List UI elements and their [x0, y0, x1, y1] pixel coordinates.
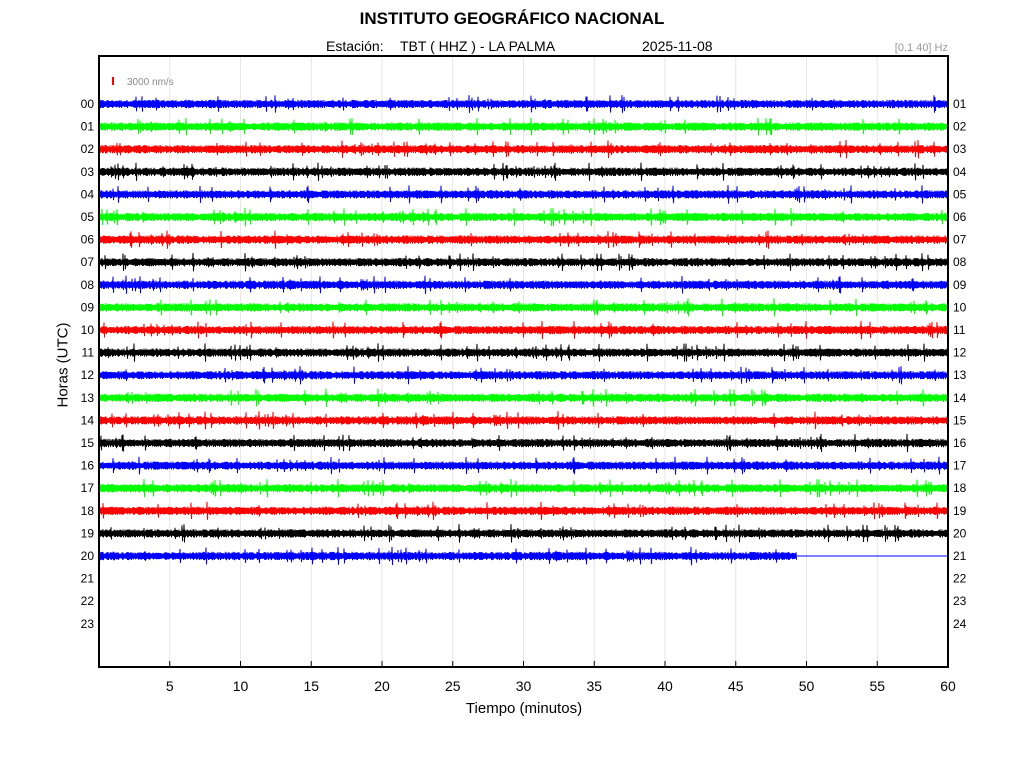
x-tick-label: 30	[516, 678, 532, 694]
hour-label-right: 12	[953, 346, 967, 360]
seismic-trace	[98, 411, 949, 430]
x-tick-label: 50	[799, 678, 815, 694]
hour-label-left: 05	[81, 210, 95, 224]
seismic-trace	[98, 456, 949, 475]
seismic-trace	[98, 298, 949, 317]
hour-label-left: 03	[81, 165, 95, 179]
x-tick-label: 35	[586, 678, 602, 694]
hour-label-right: 03	[953, 142, 967, 156]
seismic-trace	[98, 524, 949, 543]
x-tick-label: 25	[445, 678, 461, 694]
hour-label-left: 19	[81, 526, 95, 540]
hour-label-right: 01	[953, 97, 967, 111]
hour-label-right: 09	[953, 278, 967, 292]
hour-label-right: 02	[953, 120, 967, 134]
seismic-trace	[98, 139, 949, 159]
hour-label-right: 13	[953, 368, 967, 382]
seismic-trace	[98, 320, 949, 340]
x-tick-label: 55	[869, 678, 885, 694]
hour-label-right: 15	[953, 413, 967, 427]
plot-frame	[98, 55, 949, 668]
hour-label-right: 14	[953, 391, 967, 405]
hour-label-left: 12	[81, 368, 95, 382]
station-value: TBT ( HHZ ) - LA PALMA	[400, 38, 556, 54]
hour-label-right: 04	[953, 165, 967, 179]
seismic-trace	[98, 95, 949, 113]
seismic-trace	[98, 185, 949, 204]
hour-label-right: 17	[953, 459, 967, 473]
hour-label-left: 08	[81, 278, 95, 292]
x-tick-label: 15	[303, 678, 319, 694]
x-axis-label: Tiempo (minutos)	[465, 700, 583, 717]
hour-label-left: 09	[81, 300, 95, 314]
seismic-trace	[98, 433, 949, 453]
scale-label: 3000 nm/s	[127, 77, 174, 88]
chart-title: INSTITUTO GEOGRÁFICO NACIONAL	[359, 9, 665, 28]
hour-label-right: 20	[953, 526, 967, 540]
hour-label-left: 21	[81, 572, 95, 586]
seismic-trace	[98, 162, 949, 181]
hour-label-left: 13	[81, 391, 95, 405]
hour-label-left: 11	[82, 346, 95, 360]
hour-label-left: 02	[81, 142, 95, 156]
seismic-trace	[98, 207, 949, 227]
hour-label-left: 04	[81, 187, 95, 201]
hour-label-left: 15	[81, 436, 95, 450]
hour-label-right: 06	[953, 210, 967, 224]
station-label: Estación:	[326, 38, 384, 54]
seismic-trace	[98, 366, 949, 385]
hour-label-right: 05	[953, 187, 967, 201]
seismic-trace	[98, 501, 949, 520]
seismic-trace	[98, 275, 949, 295]
filter-band-label: [0.1 40] Hz	[894, 42, 948, 54]
hour-label-right: 21	[953, 549, 967, 563]
x-tick-label: 40	[657, 678, 673, 694]
seismic-trace	[98, 388, 949, 408]
seismic-trace	[98, 252, 949, 272]
hour-label-left: 06	[81, 233, 95, 247]
hour-label-left: 20	[81, 549, 95, 563]
hour-label-left: 18	[81, 504, 95, 518]
hour-label-left: 07	[81, 255, 95, 269]
hour-label-left: 22	[81, 594, 95, 608]
hour-label-left: 01	[81, 120, 95, 134]
x-tick-label: 5	[166, 678, 174, 694]
seismic-trace	[98, 478, 949, 498]
hour-label-right: 16	[953, 436, 967, 450]
hour-label-right: 10	[953, 300, 967, 314]
hour-label-right: 22	[953, 572, 967, 586]
hour-label-left: 17	[81, 481, 95, 495]
date-label: 2025-11-08	[642, 38, 713, 54]
hour-label-right: 19	[953, 504, 967, 518]
hour-label-right: 11	[953, 323, 966, 337]
seismic-trace	[98, 546, 797, 566]
hour-label-right: 23	[953, 594, 967, 608]
hour-label-right: 24	[953, 617, 967, 631]
hour-label-left: 10	[81, 323, 95, 337]
hour-label-left: 00	[81, 97, 95, 111]
hour-label-right: 07	[953, 233, 967, 247]
seismic-trace	[98, 230, 949, 249]
x-tick-label: 20	[374, 678, 390, 694]
hour-label-right: 18	[953, 481, 967, 495]
x-tick-label: 45	[728, 678, 744, 694]
hour-label-right: 08	[953, 255, 967, 269]
x-tick-label: 10	[233, 678, 249, 694]
seismic-trace	[98, 117, 949, 136]
seismic-trace	[98, 343, 949, 362]
hour-label-left: 14	[81, 413, 95, 427]
hour-label-left: 23	[81, 617, 95, 631]
x-tick-label: 60	[940, 678, 956, 694]
hour-label-left: 16	[81, 459, 95, 473]
